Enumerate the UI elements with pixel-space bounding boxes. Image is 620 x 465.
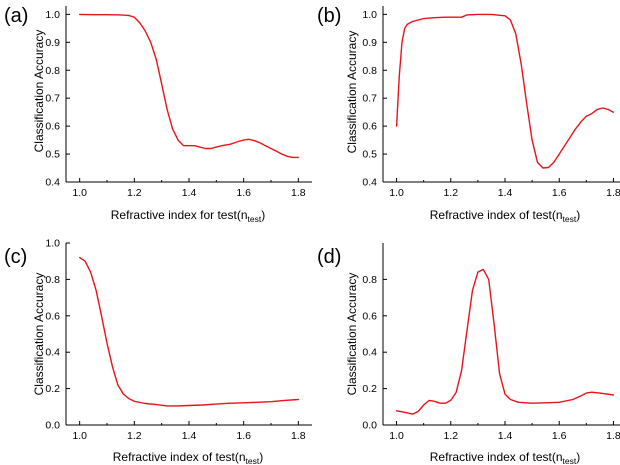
y-tick-label-a: 0.4 — [45, 177, 60, 189]
x-tick-label-b: 1.6 — [552, 187, 567, 199]
x-axis-title-b: Refractive index of test(ntest) — [430, 208, 580, 224]
axes-a — [65, 6, 312, 183]
axes-d — [382, 243, 620, 426]
x-axis-title-a: Refractive index for test(ntest) — [111, 208, 265, 224]
x-axis-title-d: Refractive index of test(ntest) — [430, 450, 580, 465]
y-tick-label-b: 0.4 — [362, 177, 377, 189]
ticks-a: 1.0 1.2 1.4 1.6 1.8 0.4 0.5 0.6 0.7 0.8 0.9 1.0 — [45, 9, 305, 199]
x-tick-label-d: 1.2 — [443, 430, 458, 442]
y-tick-label-d: 0.0 — [362, 420, 377, 432]
series-d — [395, 268, 615, 415]
y-axis-title-d: Classification Accuracy — [345, 273, 359, 396]
y-axis-title-c: Classification Accuracy — [32, 273, 46, 396]
x-tick-label-a: 1.8 — [291, 187, 306, 199]
y-tick-label-c: 1.0 — [45, 238, 60, 250]
y-tick-label-a: 0.9 — [45, 37, 60, 49]
series-line-c — [78, 256, 299, 407]
y-tick-label-a: 0.5 — [45, 149, 60, 161]
y-axis-title-a: Classification Accuracy — [32, 30, 46, 153]
y-tick-label-b: 0.7 — [362, 93, 377, 105]
y-tick-label-a: 1.0 — [45, 9, 60, 21]
x-tick-label-b: 1.0 — [389, 187, 404, 199]
x-tick-label-c: 1.6 — [236, 430, 251, 442]
y-tick-label-b: 0.6 — [362, 121, 377, 133]
x-tick-label-d: 1.4 — [498, 430, 513, 442]
series-line-a — [78, 13, 299, 159]
panel-d: (d) Classification Accuracy Refractive i… — [317, 243, 620, 465]
ticks-d: 1.0 1.2 1.4 1.6 1.8 0.0 0.2 0.4 0.6 0.8 — [362, 274, 620, 442]
y-tick-label-a: 0.6 — [45, 121, 60, 133]
y-tick-label-c: 0.4 — [45, 347, 60, 359]
panel-label-b: (b) — [317, 5, 341, 27]
y-tick-label-c: 0.6 — [45, 310, 60, 322]
x-tick-label-b: 1.4 — [498, 187, 513, 199]
panel-label-c: (c) — [4, 246, 27, 268]
y-tick-label-c: 0.8 — [45, 274, 60, 286]
x-tick-label-a: 1.0 — [72, 187, 87, 199]
ticks-c: 1.0 1.2 1.4 1.6 1.8 0.0 0.2 0.4 0.6 0.8 1.0 — [45, 238, 305, 443]
ticks-b: 1.0 1.2 1.4 1.6 1.8 0.4 0.5 0.6 0.7 0.8 0.9 1.0 — [362, 9, 620, 199]
x-tick-label-d: 1.6 — [552, 430, 567, 442]
axes-c — [65, 243, 312, 426]
y-axis-title-b: Classification Accuracy — [345, 31, 359, 154]
x-tick-label-d: 1.8 — [606, 430, 620, 442]
axes-b — [382, 6, 620, 183]
y-tick-label-c: 0.2 — [45, 383, 60, 395]
y-tick-label-b: 0.5 — [362, 149, 377, 161]
series-b — [395, 13, 615, 169]
x-tick-label-a: 1.4 — [182, 187, 197, 199]
y-tick-label-a: 0.8 — [45, 65, 60, 77]
y-tick-label-a: 0.7 — [45, 93, 60, 105]
x-tick-label-b: 1.8 — [606, 187, 620, 199]
series-line-d — [395, 268, 615, 415]
x-axis-title-c: Refractive index of test(ntest) — [113, 450, 263, 465]
y-tick-label-b: 1.0 — [362, 9, 377, 21]
panel-label-a: (a) — [4, 5, 28, 27]
panel-c: (c) Classification Accuracy Refractive i… — [4, 238, 312, 465]
x-tick-label-a: 1.2 — [127, 187, 142, 199]
x-tick-label-c: 1.0 — [72, 430, 87, 442]
y-tick-label-d: 0.2 — [362, 383, 377, 395]
panel-b: (b) Classification Accuracy Refractive i… — [317, 5, 620, 224]
x-tick-label-a: 1.6 — [236, 187, 251, 199]
y-tick-label-d: 0.6 — [362, 310, 377, 322]
x-tick-label-c: 1.8 — [291, 430, 306, 442]
series-c — [78, 256, 299, 407]
y-tick-label-d: 0.4 — [362, 347, 377, 359]
y-tick-label-d: 0.8 — [362, 274, 377, 286]
x-tick-label-b: 1.2 — [443, 187, 458, 199]
y-tick-label-b: 0.8 — [362, 65, 377, 77]
y-tick-label-c: 0.0 — [45, 420, 60, 432]
x-tick-label-c: 1.4 — [182, 430, 197, 442]
series-line-b — [395, 13, 615, 169]
panel-label-d: (d) — [317, 246, 341, 268]
y-tick-label-b: 0.9 — [362, 37, 377, 49]
panel-a: (a) Classification Accuracy Refractive i… — [4, 5, 312, 224]
x-tick-label-d: 1.0 — [389, 430, 404, 442]
x-tick-label-c: 1.2 — [127, 430, 142, 442]
series-a — [78, 13, 299, 159]
